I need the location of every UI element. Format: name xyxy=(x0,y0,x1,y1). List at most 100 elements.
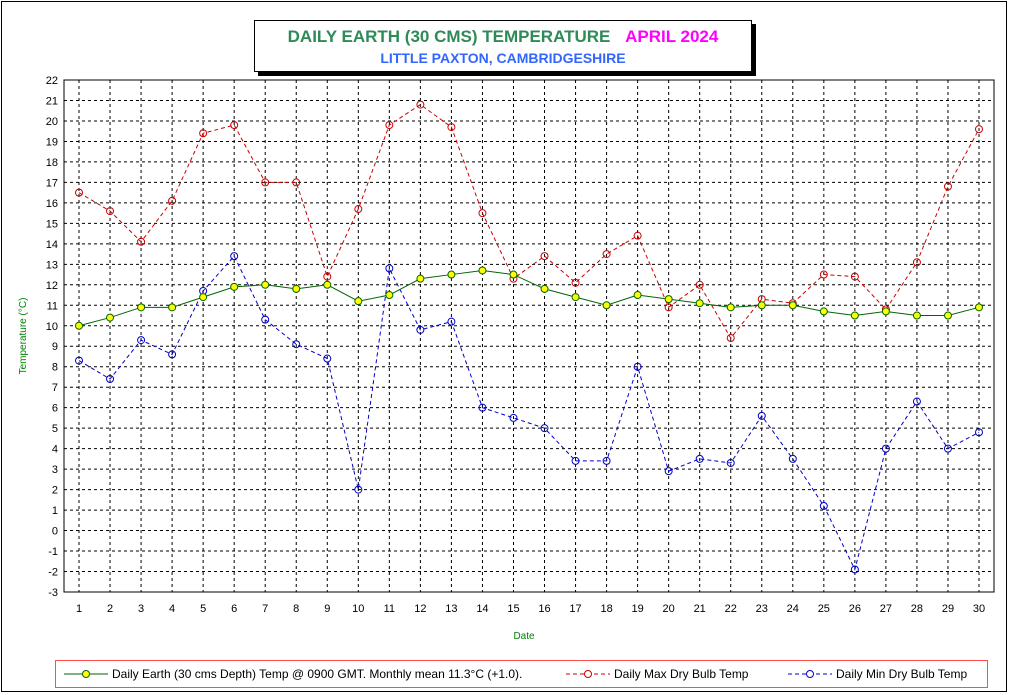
series-line-earth xyxy=(78,269,980,327)
data-point-min xyxy=(323,354,332,363)
data-point-min xyxy=(664,467,673,476)
y-tick-label: 2 xyxy=(52,485,58,497)
legend-item-max: Daily Max Dry Bulb Temp xyxy=(566,661,748,687)
y-tick-label: 13 xyxy=(46,259,58,271)
data-point-max xyxy=(633,231,642,240)
data-point-min xyxy=(385,264,394,273)
data-point-max xyxy=(664,303,673,312)
y-tick-label: 17 xyxy=(46,177,58,189)
x-tick-label: 7 xyxy=(262,603,268,615)
x-tick-label: 23 xyxy=(756,603,768,615)
data-point-max xyxy=(230,121,239,130)
data-point-min xyxy=(230,252,239,261)
data-point-min xyxy=(912,397,921,406)
chart-title: DAILY EARTH (30 CMS) TEMPERATURE xyxy=(287,27,611,46)
y-tick-label: 18 xyxy=(46,157,58,169)
y-tick-label: 3 xyxy=(52,464,58,476)
x-tick-label: 3 xyxy=(138,603,144,615)
data-point-max xyxy=(695,280,704,289)
data-point-min xyxy=(819,501,828,510)
data-point-earth xyxy=(106,313,115,322)
y-tick-label: 20 xyxy=(46,116,58,128)
x-axis-label: Date xyxy=(513,631,535,642)
data-point-min xyxy=(261,315,270,324)
x-tick-label: 10 xyxy=(352,603,364,615)
y-tick-label: 11 xyxy=(47,300,58,312)
data-point-min xyxy=(881,444,890,453)
data-point-max xyxy=(323,272,332,281)
data-point-min xyxy=(168,350,177,359)
data-point-earth xyxy=(292,284,301,293)
chart-subtitle: LITTLE PAXTON, CAMBRIDGESHIRE xyxy=(380,50,626,66)
data-point-min xyxy=(292,340,301,349)
data-point-earth xyxy=(168,303,177,312)
data-point-earth xyxy=(757,301,766,310)
data-point-earth xyxy=(602,301,611,310)
data-point-max xyxy=(416,100,425,109)
x-tick-label: 13 xyxy=(445,603,457,615)
y-tick-label: 6 xyxy=(52,403,58,415)
data-point-max xyxy=(943,182,952,191)
data-point-earth xyxy=(912,311,921,320)
data-point-earth xyxy=(664,295,673,304)
data-point-earth xyxy=(354,297,363,306)
data-point-max xyxy=(975,125,983,134)
x-tick-label: 26 xyxy=(849,603,861,615)
data-point-min xyxy=(571,456,580,465)
data-point-min xyxy=(106,375,115,384)
x-tick-label: 30 xyxy=(973,603,985,615)
data-point-max xyxy=(137,237,146,246)
data-point-earth xyxy=(943,311,952,320)
y-tick-label: -2 xyxy=(48,567,58,579)
y-tick-label: 7 xyxy=(52,382,58,394)
data-point-earth xyxy=(571,293,580,302)
y-tick-label: 19 xyxy=(46,136,58,148)
legend-earth-swatch xyxy=(64,670,108,678)
data-point-max xyxy=(819,270,828,279)
y-tick-label: 15 xyxy=(46,218,58,230)
data-point-earth xyxy=(137,303,146,312)
data-point-min xyxy=(602,456,611,465)
data-point-min xyxy=(447,317,456,326)
data-point-max xyxy=(75,188,83,197)
data-point-earth xyxy=(478,266,487,275)
y-tick-label: 22 xyxy=(46,75,58,87)
chart-title-box: DAILY EARTH (30 CMS) TEMPERATURE APRIL 2… xyxy=(254,20,752,72)
legend-max-label: Daily Max Dry Bulb Temp xyxy=(614,667,749,681)
y-tick-label: 4 xyxy=(52,444,58,456)
data-point-max xyxy=(261,178,270,187)
data-point-earth xyxy=(788,301,797,310)
x-tick-label: 21 xyxy=(694,603,706,615)
y-tick-label: 1 xyxy=(52,505,58,517)
y-tick-label: 14 xyxy=(46,239,58,251)
data-point-max xyxy=(447,123,456,132)
x-tick-label: 4 xyxy=(169,603,175,615)
y-axis-label: Temperature (°C) xyxy=(18,298,29,375)
data-point-max xyxy=(199,129,208,138)
data-point-max xyxy=(168,196,177,205)
data-point-earth xyxy=(509,270,518,279)
x-tick-label: 12 xyxy=(414,603,426,615)
y-tick-label: 5 xyxy=(52,423,58,435)
data-point-earth xyxy=(695,299,704,308)
data-point-min xyxy=(757,411,766,420)
legend-item-earth: Daily Earth (30 cms Depth) Temp @ 0900 G… xyxy=(64,661,522,687)
data-point-earth xyxy=(385,291,394,300)
data-point-min xyxy=(509,413,518,422)
data-point-min xyxy=(695,454,704,463)
x-tick-label: 24 xyxy=(787,603,799,615)
x-tick-label: 25 xyxy=(818,603,830,615)
data-point-max xyxy=(726,334,735,343)
y-tick-label: 0 xyxy=(52,526,58,538)
x-tick-label: 9 xyxy=(324,603,330,615)
x-tick-label: 16 xyxy=(538,603,550,615)
data-point-earth xyxy=(261,280,270,289)
y-tick-label: 12 xyxy=(46,280,58,292)
series-line-max xyxy=(78,103,980,339)
plot-area xyxy=(63,79,995,593)
x-tick-label: 18 xyxy=(600,603,612,615)
data-point-earth xyxy=(726,303,735,312)
data-point-max xyxy=(292,178,301,187)
data-point-max xyxy=(106,207,115,216)
legend-item-min: Daily Min Dry Bulb Temp xyxy=(788,661,967,687)
